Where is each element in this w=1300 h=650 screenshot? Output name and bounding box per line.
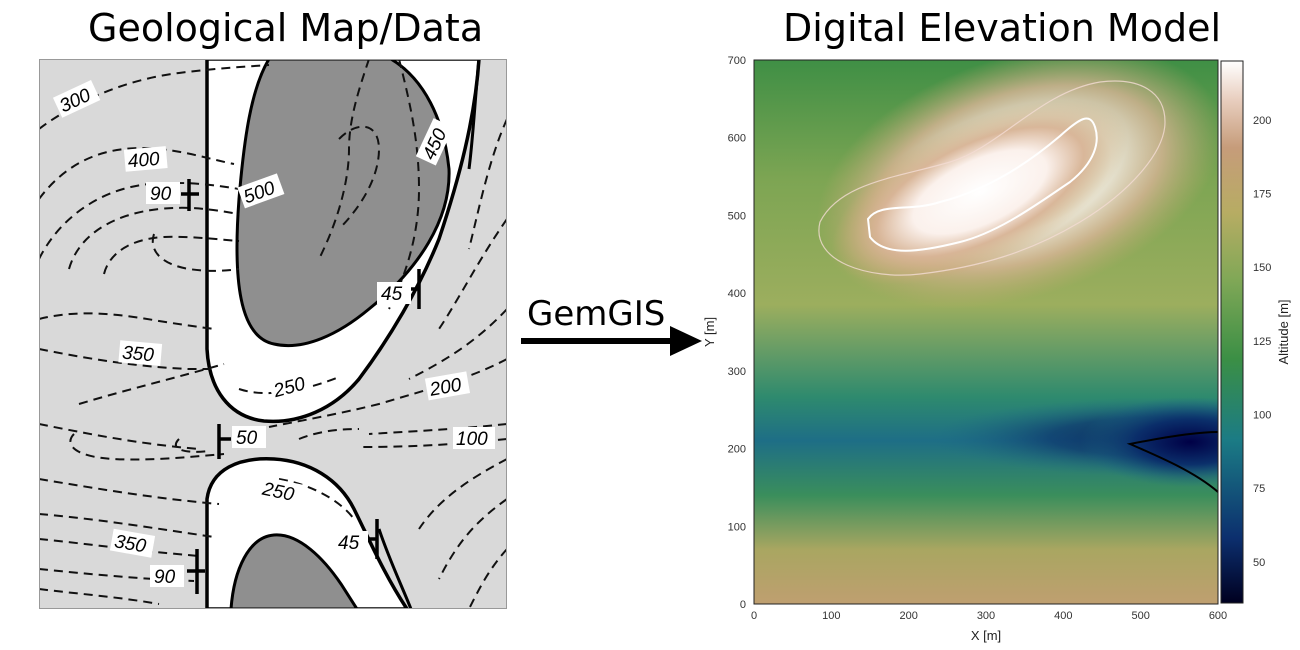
- dem-title: Digital Elevation Model: [783, 6, 1222, 50]
- y-tick-label: 400: [728, 288, 746, 300]
- y-tick-label: 500: [728, 210, 746, 222]
- colorbar-tick-label: 125: [1253, 336, 1271, 348]
- dem-axes: 0 100 200 300 400 500 600 0 100 200 300 400 500 600 70…: [728, 55, 1228, 622]
- colorbar-tick-label: 75: [1253, 483, 1265, 495]
- contour-label: 400: [127, 149, 161, 173]
- x-axis-label: X [m]: [971, 628, 1001, 643]
- y-tick-label: 0: [740, 599, 746, 611]
- dip-label: 50: [236, 428, 258, 449]
- contour-label: 100: [456, 429, 488, 450]
- gemgis-label: GemGIS: [527, 294, 666, 334]
- dem-plot-frame: [753, 59, 1219, 605]
- dip-label: 90: [150, 184, 172, 205]
- dip-symbols: [181, 179, 421, 594]
- dem-chart: 0 100 200 300 400 500 600 0 100 200 300 400 500 600 70…: [702, 55, 1291, 643]
- arrow-head: [670, 326, 702, 356]
- map-frame: [39, 59, 507, 609]
- x-tick-label: 300: [977, 610, 995, 622]
- dem-raster: [754, 60, 1218, 604]
- dem-valley-core: [1080, 397, 1218, 487]
- colorbar-label: Altitude [m]: [1276, 299, 1291, 364]
- dip-label-group: 90 45 50 45 90: [146, 182, 411, 588]
- dem-ridge-core: [832, 99, 1128, 285]
- x-tick-label: 600: [1209, 610, 1227, 622]
- x-tick-label: 200: [899, 610, 917, 622]
- x-tick-label: 100: [822, 610, 840, 622]
- arrow: [521, 326, 702, 356]
- y-tick-label: 600: [728, 133, 746, 145]
- y-tick-label: 100: [728, 521, 746, 533]
- colorbar: [1220, 60, 1244, 604]
- colorbar-tick-label: 200: [1253, 115, 1271, 127]
- gray-layer-upper: [235, 59, 451, 348]
- contour-lines: [39, 59, 507, 609]
- dip-label: 45: [381, 284, 403, 305]
- y-tick-label: 300: [728, 366, 746, 378]
- dip-label: 90: [154, 567, 176, 588]
- contour-label: 350: [121, 343, 155, 367]
- dem-contour-175: [818, 80, 1166, 276]
- dip-label: 45: [338, 533, 360, 554]
- geological-map: 300 400 500 450 350 250 200 100 250 350 …: [39, 59, 507, 609]
- x-tick-label: 500: [1131, 610, 1149, 622]
- dem-contour-200: [866, 117, 1098, 252]
- geological-map-title: Geological Map/Data: [88, 6, 484, 50]
- y-tick-label: 700: [728, 55, 746, 67]
- fault-line-lower: [377, 528, 413, 609]
- colorbar-tick-label: 150: [1253, 262, 1271, 274]
- colorbar-ticks: 50 75 100 125 150 175 200: [1253, 115, 1271, 569]
- fault-line: [467, 59, 481, 170]
- colorbar-tick-label: 175: [1253, 189, 1271, 201]
- y-axis-label: Y [m]: [702, 317, 717, 347]
- colorbar-tick-label: 100: [1253, 409, 1271, 421]
- gray-layer-lower: [229, 533, 359, 609]
- x-tick-label: 0: [751, 610, 757, 622]
- dem-contour-50: [1126, 431, 1218, 493]
- colorbar-tick-label: 50: [1253, 557, 1265, 569]
- x-tick-label: 400: [1054, 610, 1072, 622]
- y-tick-label: 200: [728, 444, 746, 456]
